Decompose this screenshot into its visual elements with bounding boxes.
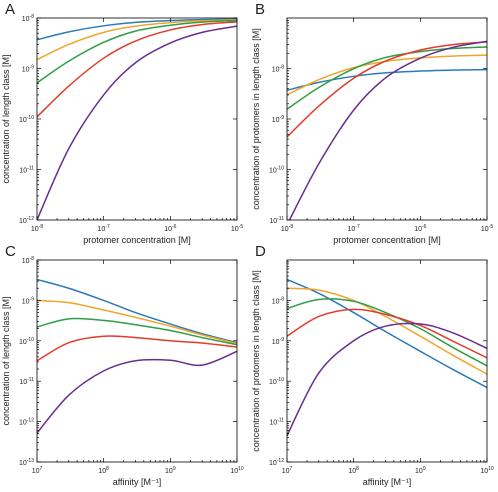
series-3-line (37, 19, 237, 84)
x-tick-label: 107 (32, 466, 43, 475)
series-4-line (287, 308, 487, 359)
y-axis-label: concentration of protomers in length cla… (251, 270, 261, 452)
panel-A: 10-8 10-7 10-6 10-5 10-12 10-11 10-10 10-9 10-8 p… (1, 1, 243, 245)
y-tick-label: 10-9 (272, 337, 284, 346)
y-axis-label: concentration of protomers in length cla… (251, 28, 261, 210)
y-tick-label: 10-8 (272, 65, 284, 74)
x-tick-label: 10-8 (281, 224, 293, 233)
panel-C: 107 108 109 1010 10-13 10-12 10-11 10-10 10-9 10-… (1, 243, 244, 487)
y-tick-label: 10-9 (22, 296, 34, 305)
y-tick-label: 10-12 (19, 216, 34, 225)
y-tick-label: 10-10 (269, 377, 284, 386)
series-5-line (37, 25, 237, 220)
x-tick-label: 108 (98, 466, 109, 475)
x-tick-label: 107 (282, 466, 293, 475)
x-tick-label: 10-7 (348, 224, 360, 233)
y-tick-label: 10-10 (19, 115, 34, 124)
series-group (287, 40, 487, 220)
x-tick-label: 109 (165, 466, 176, 475)
series-1-line (37, 18, 237, 41)
y-tick-label: 10-11 (269, 216, 284, 225)
x-axis-label: affinity [M⁻¹] (113, 477, 162, 487)
y-tick-label: 10-12 (269, 458, 284, 467)
y-tick-label: 10-9 (272, 115, 284, 124)
panel-D: 107 108 109 1010 10-12 10-11 10-10 10-9 10-8 affi… (251, 243, 494, 487)
x-tick-label: 10-5 (481, 224, 493, 233)
y-tick-label: 10-10 (269, 166, 284, 175)
panel-letter: A (5, 1, 15, 18)
panel-B: 10-8 10-7 10-6 10-5 10-11 10-10 10-9 10-8 protom… (251, 1, 493, 245)
series-4-line (37, 21, 237, 118)
series-5-line (288, 40, 487, 220)
series-2-line (37, 19, 237, 61)
series-4-line (37, 335, 237, 362)
y-tick-label: 10-10 (19, 337, 34, 346)
series-3-line (287, 46, 487, 110)
y-tick-label: 10-11 (19, 166, 34, 175)
series-group (287, 278, 487, 437)
x-tick-label: 109 (415, 466, 426, 475)
y-tick-label: 10-13 (19, 458, 34, 467)
y-tick-label: 10-11 (269, 418, 284, 427)
y-tick-label: 10-9 (22, 65, 34, 74)
series-group (37, 278, 237, 434)
panel-letter: B (255, 1, 265, 18)
series-2-line (287, 287, 487, 375)
x-tick-label: 10-7 (98, 224, 110, 233)
x-tick-label: 1010 (480, 466, 494, 475)
series-4-line (287, 41, 487, 138)
series-2-line (37, 299, 237, 345)
series-1-line (287, 278, 487, 389)
panel-letter: D (255, 243, 266, 260)
x-tick-label: 1010 (230, 466, 244, 475)
series-3-line (37, 317, 237, 346)
panel-letter: C (5, 243, 16, 260)
x-tick-label: 10-6 (164, 224, 176, 233)
y-tick-label: 10-12 (19, 418, 34, 427)
x-tick-label: 10-6 (414, 224, 426, 233)
x-tick-label: 108 (348, 466, 359, 475)
y-tick-label: 10-8 (272, 296, 284, 305)
plot-frame (36, 17, 238, 221)
y-axis-label: concentration of length class [M] (1, 54, 11, 183)
x-tick-label: 10-5 (231, 224, 243, 233)
y-tick-label: 10-11 (19, 377, 34, 386)
series-1-line (287, 68, 487, 92)
series-group (37, 18, 237, 220)
plot-frame (36, 259, 238, 463)
y-tick-label: 10-8 (22, 14, 34, 23)
series-5-line (37, 350, 237, 434)
y-axis-label: concentration of length class [M] (1, 296, 11, 425)
x-tick-label: 10-8 (31, 224, 43, 233)
series-1-line (37, 278, 237, 344)
series-3-line (287, 298, 487, 367)
x-axis-label: protomer concentration [M] (333, 235, 441, 245)
x-axis-label: protomer concentration [M] (83, 235, 191, 245)
series-5-line (287, 322, 487, 437)
x-axis-label: affinity [M⁻¹] (363, 477, 412, 487)
plot-frame (286, 259, 488, 463)
y-tick-label: 10-8 (22, 256, 34, 265)
